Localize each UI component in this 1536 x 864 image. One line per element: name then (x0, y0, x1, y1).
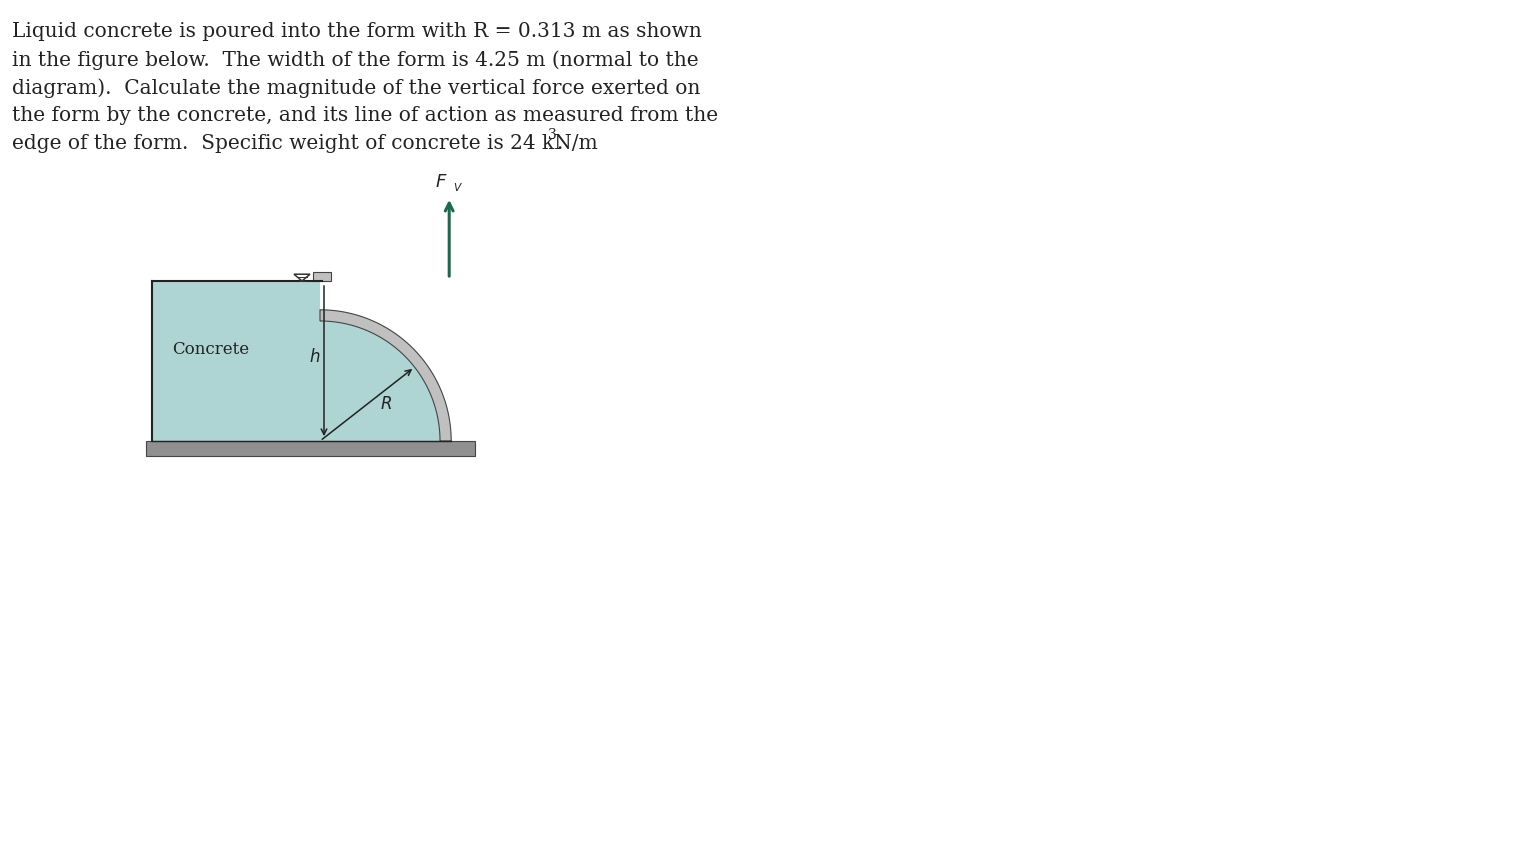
Polygon shape (319, 310, 452, 441)
Text: $F$: $F$ (435, 173, 447, 191)
Text: 3: 3 (548, 128, 556, 142)
Text: $h$: $h$ (309, 348, 321, 366)
Text: Liquid concrete is poured into the form with R = 0.313 m as shown: Liquid concrete is poured into the form … (12, 22, 702, 41)
Text: diagram).  Calculate the magnitude of the vertical force exerted on: diagram). Calculate the magnitude of the… (12, 78, 700, 98)
Text: in the figure below.  The width of the form is 4.25 m (normal to the: in the figure below. The width of the fo… (12, 50, 699, 70)
Polygon shape (146, 441, 475, 456)
Text: the form by the concrete, and its line of action as measured from the: the form by the concrete, and its line o… (12, 106, 719, 125)
Text: Concrete: Concrete (172, 340, 249, 358)
Polygon shape (152, 281, 319, 441)
Text: $_{V}$: $_{V}$ (453, 180, 464, 194)
Polygon shape (313, 272, 330, 281)
Polygon shape (319, 321, 439, 441)
Text: $R$: $R$ (379, 396, 392, 413)
Text: .: . (556, 134, 562, 153)
Text: edge of the form.  Specific weight of concrete is 24 kN/m: edge of the form. Specific weight of con… (12, 134, 598, 153)
